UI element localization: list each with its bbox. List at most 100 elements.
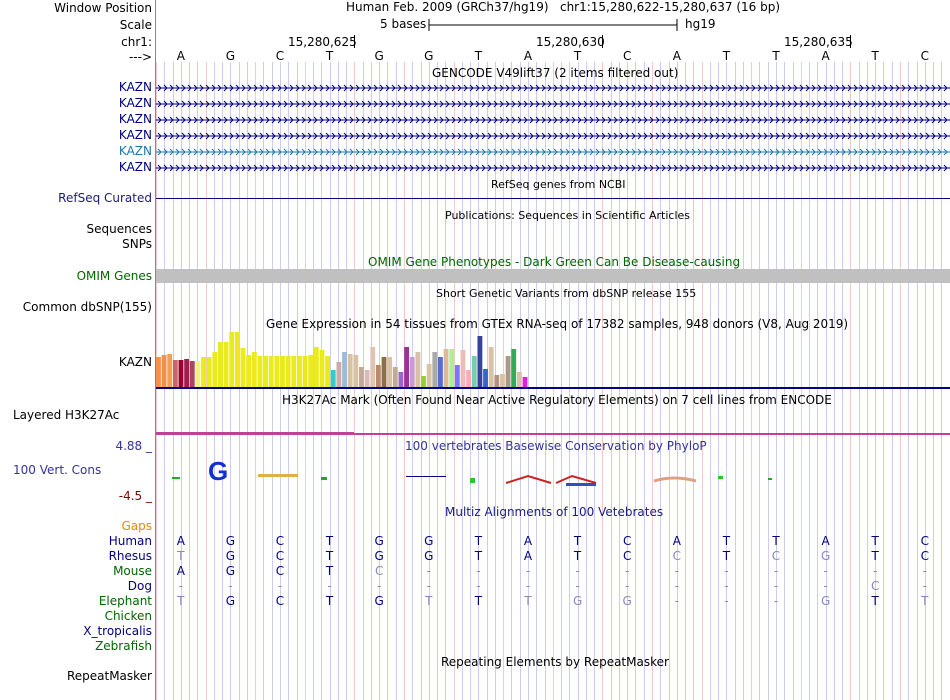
species-label[interactable]: Zebrafish [95,639,152,653]
gtex-tissue-bar[interactable] [483,369,488,387]
gtex-tissue-bar[interactable] [263,356,268,387]
snps-label[interactable]: SNPs [122,237,152,251]
gtex-tissue-bar[interactable] [375,365,381,387]
gtex-tissue-bar[interactable] [161,355,167,387]
species-label[interactable]: Mouse [113,564,152,578]
gtex-tissue-bar[interactable] [488,347,494,387]
gtex-tissue-bar[interactable] [184,359,190,387]
gtex-tissue-bar[interactable] [172,360,178,387]
gtex-tissue-bar[interactable] [466,370,472,387]
gtex-tissue-bar[interactable] [505,356,511,387]
track-area[interactable]: Human Feb. 2009 (GRCh37/hg19) chr1:15,28… [156,0,950,700]
gtex-tissue-bar[interactable] [409,357,415,387]
gencode-title[interactable]: GENCODE V49lift37 (2 items filtered out) [432,66,679,80]
gtex-tissue-bar[interactable] [426,364,432,387]
gtex-tissue-bar[interactable] [460,350,466,387]
gtex-tissue-bar[interactable] [381,357,387,387]
species-label[interactable]: Chicken [104,609,152,623]
gtex-tissue-bar[interactable] [347,354,353,387]
gtex-tissue-bar[interactable] [477,336,483,387]
gtex-tissue-bar[interactable] [201,357,206,387]
phylop-label[interactable]: 100 Vert. Cons [13,463,102,477]
species-label[interactable]: Human [108,534,152,548]
gtex-tissue-bar[interactable] [387,357,393,387]
gtex-tissue-bar[interactable] [353,355,359,387]
omim-title[interactable]: OMIM Gene Phenotypes - Dark Green Can Be… [368,255,741,269]
gaps-label[interactable]: Gaps [121,519,152,533]
gencode-transcript-label[interactable]: KAZN [118,112,152,126]
dbsnp-title[interactable]: Short Genetic Variants from dbSNP releas… [436,287,697,300]
gtex-tissue-bar[interactable] [229,332,235,387]
gtex-tissue-bar[interactable] [240,348,246,387]
gtex-tissue-bar[interactable] [516,372,522,387]
gtex-tissue-bar[interactable] [398,372,404,387]
gtex-tissue-bar[interactable] [342,352,347,387]
omim-label[interactable]: OMIM Genes [76,269,152,283]
species-label[interactable]: Dog [127,579,152,593]
multiz-title[interactable]: Multiz Alignments of 100 Vetebrates [445,505,664,519]
phylop-title[interactable]: 100 vertebrates Basewise Conservation by… [405,439,707,453]
gtex-tissue-bar[interactable] [167,354,173,387]
gtex-tissue-bar[interactable] [257,356,263,387]
repeatmasker-title[interactable]: Repeating Elements by RepeatMasker [441,655,669,669]
species-label[interactable]: Rhesus [108,549,152,563]
gtex-tissue-bar[interactable] [195,361,201,387]
gtex-tissue-bar[interactable] [522,377,528,387]
gtex-tissue-bar[interactable] [359,367,364,387]
gtex-tissue-bar[interactable] [156,357,161,387]
dbsnp-label[interactable]: Common dbSNP(155) [22,300,152,314]
refseq-title[interactable]: RefSeq genes from NCBI [491,178,626,191]
gtex-tissue-bar[interactable] [454,365,460,387]
omim-gene-bar[interactable] [156,269,950,283]
gtex-tissue-bar[interactable] [302,356,308,387]
gtex-tissue-bar[interactable] [336,362,342,387]
gtex-tissue-bar[interactable] [325,356,331,387]
gtex-tissue-bar[interactable] [330,370,336,387]
species-label[interactable]: Elephant [98,594,152,608]
gtex-tissue-bar[interactable] [206,357,212,387]
gtex-tissue-bar[interactable] [319,350,325,387]
gtex-tissue-bar[interactable] [494,375,500,387]
publications-title[interactable]: Publications: Sequences in Scientific Ar… [445,209,690,222]
gtex-tissue-bar[interactable] [285,356,291,387]
gtex-tissue-bar[interactable] [291,356,297,387]
gtex-tissue-bar[interactable] [432,352,438,387]
gencode-transcript-label[interactable]: KAZN [118,160,152,174]
gtex-tissue-bar[interactable] [370,347,376,387]
gtex-tissue-bar[interactable] [443,349,449,387]
gtex-tissue-bar[interactable] [364,370,370,387]
refseq-label[interactable]: RefSeq Curated [58,191,152,205]
gtex-tissue-bar[interactable] [308,355,314,387]
h3k27ac-label[interactable]: Layered H3K27Ac [13,408,120,422]
species-label[interactable]: X_tropicalis [83,624,152,638]
gtex-tissue-bar[interactable] [178,360,184,387]
gtex-tissue-bar[interactable] [404,347,409,387]
gencode-transcript-label[interactable]: KAZN [118,128,152,142]
gtex-tissue-bar[interactable] [392,367,398,387]
refseq-gene-line[interactable] [156,198,950,199]
gtex-tissue-bar[interactable] [449,349,455,387]
gtex-tissue-bar[interactable] [415,352,421,387]
gtex-tissue-bar[interactable] [280,356,285,387]
h3k27ac-title[interactable]: H3K27Ac Mark (Often Found Near Active Re… [282,393,832,407]
gtex-tissue-bar[interactable] [212,352,218,387]
publications-label[interactable]: Sequences [86,222,152,236]
gtex-title[interactable]: Gene Expression in 54 tissues from GTEx … [266,317,849,331]
repeatmasker-label[interactable]: RepeatMasker [66,669,152,683]
gtex-tissue-bar[interactable] [500,374,505,387]
gtex-tissue-bar[interactable] [251,352,257,387]
gencode-transcripts[interactable] [156,80,950,176]
gtex-tissue-bar[interactable] [189,361,195,387]
gencode-transcript-label[interactable]: KAZN [118,80,152,94]
gtex-tissue-bar[interactable] [268,356,274,387]
gencode-transcript-label[interactable]: KAZN [118,96,152,110]
gtex-tissue-bar[interactable] [421,376,426,387]
gtex-tissue-bar[interactable] [313,347,319,387]
gtex-tissue-bar[interactable] [297,356,302,387]
gtex-tissue-bar[interactable] [234,332,240,387]
gtex-bar-chart[interactable] [156,330,556,388]
gtex-tissue-bar[interactable] [511,349,517,387]
gtex-tissue-bar[interactable] [438,357,443,387]
gtex-tissue-bar[interactable] [471,356,477,387]
gencode-transcript-label[interactable]: KAZN [118,144,152,158]
